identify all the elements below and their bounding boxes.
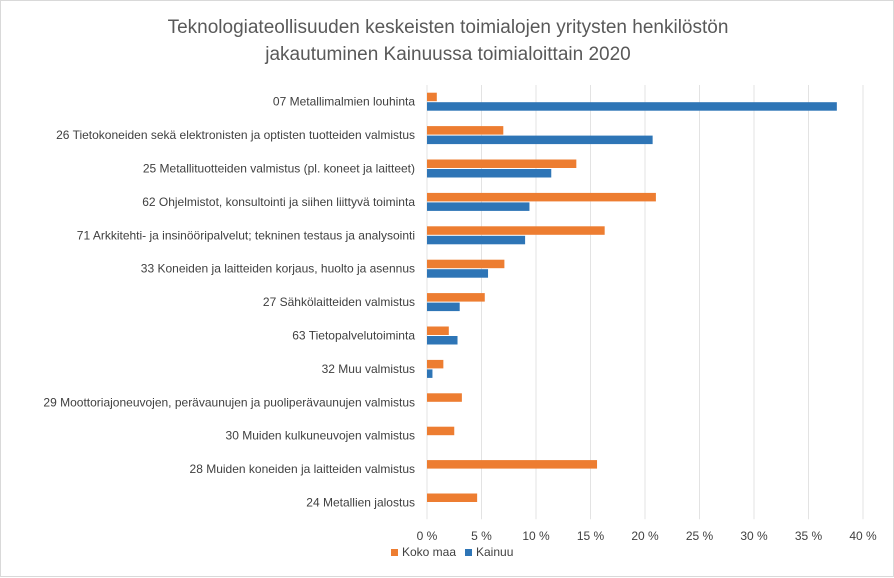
category-label: 25 Metallituotteiden valmistus (pl. kone… xyxy=(143,162,415,176)
category-label: 07 Metallimalmien louhinta xyxy=(273,95,415,109)
legend-swatch xyxy=(465,549,472,556)
bar-kainuu xyxy=(427,235,526,245)
category-label: 63 Tietopalvelutoiminta xyxy=(292,329,415,343)
chart-title: Teknologiateollisuuden keskeisten toimia… xyxy=(168,17,729,65)
category-label: 62 Ohjelmistot, konsultointi ja siihen l… xyxy=(142,195,415,209)
x-tick-label: 25 % xyxy=(686,529,714,543)
x-tick-label: 15 % xyxy=(577,529,605,543)
category-label: 71 Arkkitehti- ja insinööripalvelut; tek… xyxy=(77,228,415,242)
category-label: 27 Sähkölaitteiden valmistus xyxy=(263,295,415,309)
bar-koko-maa xyxy=(427,426,455,436)
bar-kainuu xyxy=(427,302,460,312)
x-tick-label: 40 % xyxy=(849,529,877,543)
bar-koko-maa xyxy=(427,192,656,202)
x-tick-label: 20 % xyxy=(631,529,659,543)
category-label: 29 Moottoriajoneuvojen, perävaunujen ja … xyxy=(43,395,415,409)
x-tick-labels: 0 % 5 % 10 % 15 % 20 % 25 % 30 % 35 % 40 % xyxy=(417,529,877,543)
bar-koko-maa xyxy=(427,259,505,269)
bar-kainuu xyxy=(427,202,530,211)
chart-title-line-1: Teknologiateollisuuden keskeisten toimia… xyxy=(168,17,729,38)
bar-kainuu xyxy=(427,169,552,178)
bar-koko-maa xyxy=(427,293,485,302)
bar-koko-maa xyxy=(427,159,577,168)
bar-kainuu xyxy=(427,336,458,345)
category-label: 32 Muu valmistus xyxy=(322,362,415,376)
x-tick-label: 10 % xyxy=(522,529,550,543)
bar-kainuu xyxy=(427,269,489,278)
legend-swatch xyxy=(391,549,398,556)
category-label: 28 Muiden koneiden ja laitteiden valmist… xyxy=(190,462,415,476)
x-tick-label: 0 % xyxy=(417,529,438,543)
legend: Koko maa Kainuu xyxy=(391,545,513,559)
category-label: 33 Koneiden ja laitteiden korjaus, huolt… xyxy=(141,262,415,276)
legend-label: Kainuu xyxy=(476,545,513,559)
bar-kainuu xyxy=(427,369,433,378)
bar-koko-maa xyxy=(427,92,437,102)
gridlines xyxy=(426,85,864,520)
category-labels: 07 Metallimalmien louhinta 26 Tietokoneid… xyxy=(43,95,415,510)
chart-title-line-2: jakautuminen Kainuussa toimialoittain 20… xyxy=(264,44,630,65)
bar-koko-maa xyxy=(427,126,504,135)
bar-kainuu xyxy=(427,102,837,111)
bar-koko-maa xyxy=(427,326,449,335)
bar-koko-maa xyxy=(427,226,605,235)
x-tick-label: 30 % xyxy=(740,529,768,543)
x-tick-label: 35 % xyxy=(795,529,823,543)
bars xyxy=(427,92,837,502)
category-label: 30 Muiden kulkuneuvojen valmistus xyxy=(226,429,415,443)
x-tick-label: 5 % xyxy=(471,529,492,543)
bar-koko-maa xyxy=(427,460,598,469)
category-label: 26 Tietokoneiden sekä elektronisten ja o… xyxy=(56,128,415,142)
bar-koko-maa xyxy=(427,393,462,402)
legend-label: Koko maa xyxy=(402,545,456,559)
category-label: 24 Metallien jalostus xyxy=(306,496,415,510)
bar-koko-maa xyxy=(427,493,478,502)
bar-kainuu xyxy=(427,135,653,145)
bar-koko-maa xyxy=(427,359,444,369)
